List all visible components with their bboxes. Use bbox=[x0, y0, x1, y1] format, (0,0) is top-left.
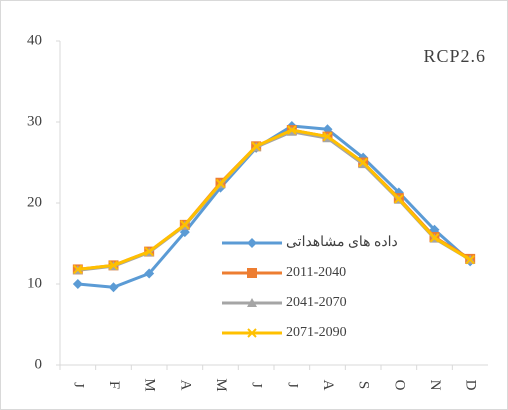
y-tick-label: 30 bbox=[27, 113, 42, 129]
x-tick-label: N bbox=[427, 380, 443, 391]
x-tick-label: J bbox=[70, 382, 86, 388]
x-tick-label: F bbox=[106, 381, 122, 389]
marker bbox=[144, 268, 155, 279]
x-tick-label: A bbox=[177, 380, 193, 391]
marker bbox=[394, 194, 404, 204]
marker bbox=[108, 260, 119, 271]
marker bbox=[180, 220, 190, 230]
marker bbox=[465, 254, 475, 265]
marker bbox=[322, 131, 333, 142]
x-tick-label: J bbox=[284, 382, 300, 388]
y-tick-label: 10 bbox=[27, 275, 42, 291]
legend-label: 2071-2090 bbox=[286, 325, 347, 340]
x-tick-label: M bbox=[213, 378, 229, 391]
marker bbox=[429, 233, 440, 243]
legend-label: 2011-2040 bbox=[286, 265, 346, 280]
marker bbox=[358, 157, 368, 168]
marker bbox=[247, 328, 257, 338]
y-tick-label: 40 bbox=[27, 32, 42, 48]
legend-label: 2041-2070 bbox=[286, 295, 347, 310]
x-tick-label: S bbox=[356, 381, 372, 389]
y-tick-label: 0 bbox=[35, 356, 43, 372]
marker bbox=[73, 264, 83, 275]
legend-label: داده های مشاهداتی bbox=[286, 235, 398, 250]
x-tick-label: D bbox=[463, 380, 479, 391]
x-tick-label: A bbox=[320, 380, 336, 391]
marker bbox=[247, 268, 257, 278]
x-tick-label: J bbox=[249, 382, 265, 388]
marker bbox=[215, 178, 226, 189]
marker bbox=[72, 279, 83, 289]
marker bbox=[287, 125, 297, 135]
marker bbox=[251, 141, 261, 152]
marker bbox=[247, 238, 257, 248]
x-tick-label: M bbox=[142, 378, 158, 391]
marker bbox=[144, 246, 154, 257]
marker bbox=[108, 282, 119, 293]
x-tick-label: O bbox=[391, 380, 407, 391]
marker bbox=[247, 298, 257, 307]
series-line bbox=[77, 128, 471, 271]
y-tick-label: 20 bbox=[27, 194, 42, 210]
annotation: RCP2.6 bbox=[423, 46, 486, 66]
